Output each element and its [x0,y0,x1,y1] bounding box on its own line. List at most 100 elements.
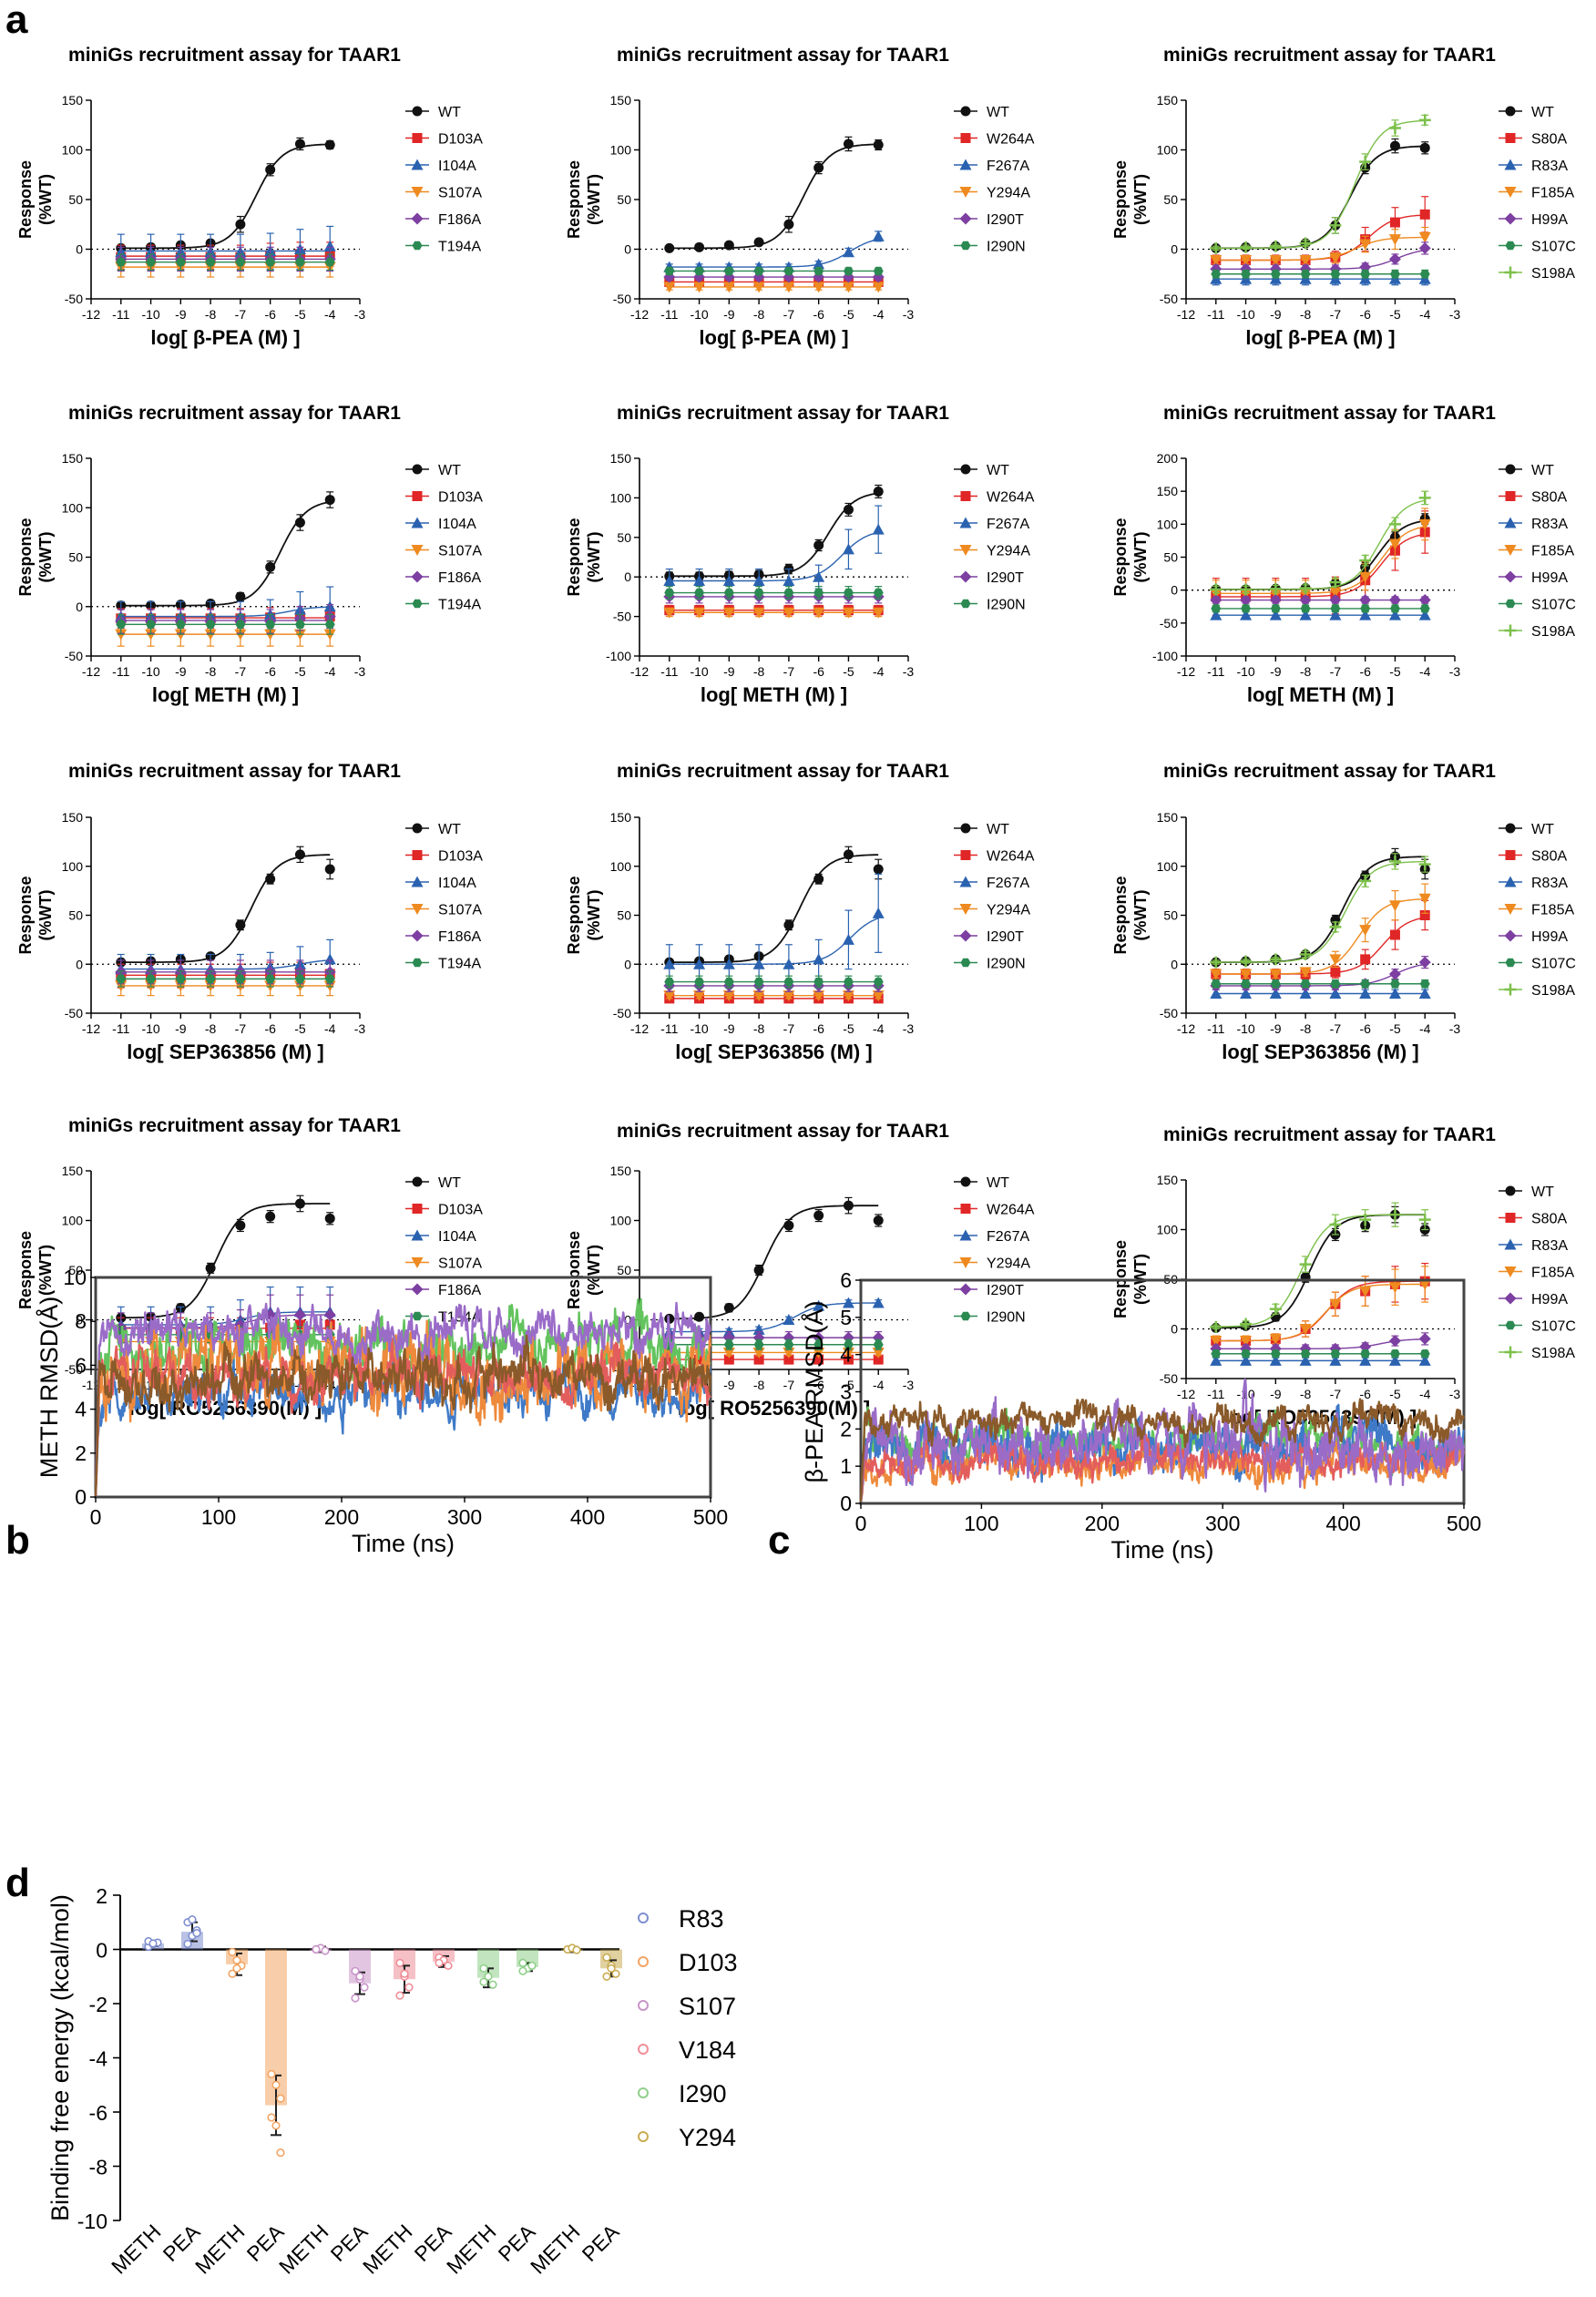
y-tick-label: 6 [840,1268,852,1292]
data-point [1418,491,1431,504]
data-point [1388,609,1401,620]
x-tick-label: -4 [324,664,336,679]
fit-curve [1215,1214,1426,1328]
legend-label: W264A [987,849,1035,865]
data-point [1329,1354,1342,1366]
data-point [1389,929,1400,940]
legend-item-S107A: S107A [405,544,482,559]
x-tick-label: -3 [903,1378,915,1392]
x-tick-label: -6 [813,664,824,679]
legend-marker [959,545,972,556]
legend-label: S107C [1531,240,1576,255]
y-tick-label: -50 [1160,616,1178,631]
data-point [1359,156,1372,169]
data-point [1389,979,1400,989]
data-point [1418,1354,1431,1366]
legend-label: I290N [987,1310,1026,1326]
data-point [1240,254,1253,266]
data-point [1359,239,1372,251]
x-tick-label: -7 [235,664,247,679]
legend-item-H99A: H99A [1499,570,1568,586]
data-point [783,1354,794,1365]
data-point [146,974,157,984]
data-point [1329,1218,1342,1231]
data-point [813,607,825,619]
x-tick-label: 100 [964,1512,998,1535]
fit-curve [669,854,879,963]
legend-marker [638,2131,649,2142]
data-point [235,620,246,630]
fit-curve [1215,236,1426,261]
data-point [1270,1348,1281,1359]
data-point [1269,969,1282,980]
replicate-point [271,2121,281,2130]
x-axis-label: log[ β-PEA (M) ] [699,326,848,349]
chart-title: miniGs recruitment assay for TAAR1 [68,1115,401,1136]
x-tick-label: -11 [1207,664,1224,679]
y-axis-label: Response (%WT) [16,876,55,954]
data-point [1300,269,1311,279]
data-point [752,990,765,1002]
replicate-point [188,1915,197,1924]
legend-marker [1504,1266,1517,1277]
data-point [842,246,854,258]
y-axis-label-line: Response [16,876,35,954]
legend-label: S80A [1531,1212,1567,1227]
data-point [1269,609,1282,620]
data-point [694,1311,705,1322]
legend-marker [959,1257,972,1268]
legend-label: F186A [438,212,481,228]
data-point [872,1331,885,1344]
replicate-point [572,1945,581,1954]
x-tick-label: 0 [90,1505,102,1529]
y-axis-label-line: (%WT) [1131,532,1150,583]
y-tick-label: -8 [89,2156,107,2179]
y-tick-label: -100 [606,649,631,663]
legend-item-F186A: F186A [405,1283,481,1298]
data-point [1240,955,1253,968]
chart-title: miniGs recruitment assay for TAAR1 [617,45,949,66]
data-point [813,1339,824,1349]
data-point [843,1339,854,1349]
x-tick-label: -4 [1419,1387,1431,1401]
data-point [663,607,676,619]
legend-item-F267A: F267A [954,517,1029,532]
legend-item-D103A: D103A [405,1203,483,1218]
y-tick-label: 50 [617,1263,631,1277]
replicate-point [602,1972,611,1981]
data-point [873,977,884,987]
legend-marker [1504,517,1517,528]
legend-marker [411,517,424,528]
x-tick-label: -12 [1177,664,1195,679]
legend-label: S107C [1531,957,1576,972]
x-tick-label: -8 [205,307,217,322]
x-tick-label: -11 [660,1021,678,1036]
legend-marker [960,850,971,860]
replicate-point [527,1961,537,1970]
y-tick-label: 150 [610,451,632,466]
data-point [1240,988,1253,999]
y-tick-label: 2 [75,1441,87,1465]
legend-item-R83A: R83A [1499,876,1568,891]
legend-label: F185A [1531,544,1574,559]
x-tick-label: -4 [324,307,336,322]
legend-marker [959,904,972,915]
chart-title: miniGs recruitment assay for TAAR1 [617,403,949,424]
data-point [664,977,675,987]
y-tick-label: 0 [624,957,631,971]
x-tick-label: -8 [1300,307,1312,322]
data-point [324,1213,335,1224]
series-S198A [1210,1202,1431,1333]
data-point [1418,241,1431,254]
replicate-point [518,1966,527,1975]
data-point [752,1347,765,1359]
legend-marker [412,958,423,968]
legend-marker [959,929,972,942]
data-point [722,958,735,969]
data-point [722,282,735,293]
legend-label: I290N [987,957,1026,972]
series-S198A [1210,490,1431,596]
data-point [1299,1324,1312,1335]
data-point [1210,1354,1223,1366]
data-point [813,588,824,598]
